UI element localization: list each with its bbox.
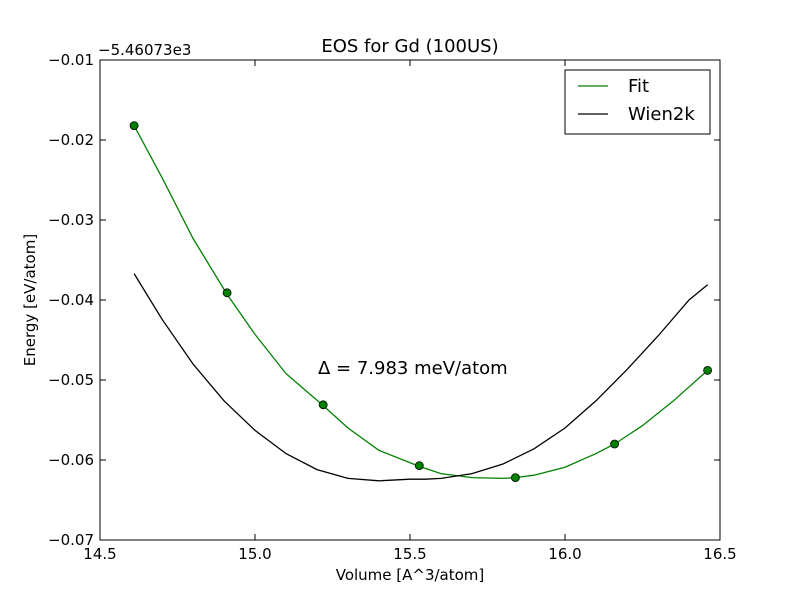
legend: Fit Wien2k — [564, 69, 711, 135]
y-tick-label: −0.01 — [48, 51, 94, 69]
data-point — [703, 365, 712, 375]
y-tick-label: −0.02 — [48, 131, 94, 149]
axis-ticks: 14.5 15.0 15.5 16.0 16.5 −0.07 −0.06 −0.05 −0.04… — [48, 51, 737, 563]
legend-box — [564, 69, 711, 135]
data-point — [610, 439, 619, 449]
y-tick-label: −0.03 — [48, 211, 94, 229]
y-tick-label: −0.04 — [48, 291, 94, 309]
x-tick-label: 14.5 — [83, 545, 116, 563]
y-tick-label: −0.05 — [48, 371, 94, 389]
delta-annotation: Δ = 7.983 meV/atom — [318, 358, 508, 379]
x-tick-label: 15.5 — [393, 545, 426, 563]
series-line-fit — [133, 125, 709, 480]
legend-label-wien2k: Wien2k — [628, 104, 695, 125]
y-axis-label: Energy [eV/atom] — [21, 234, 39, 366]
data-point — [414, 461, 424, 471]
y-offset-label: −5.46073e3 — [98, 41, 191, 59]
x-tick-label: 15.0 — [238, 545, 271, 563]
x-tick-label: 16.5 — [703, 545, 736, 563]
data-point — [511, 473, 520, 483]
x-tick-label: 16.0 — [548, 545, 581, 563]
data-point — [318, 400, 328, 410]
series-line-wien2k — [133, 273, 709, 482]
data-point — [222, 288, 232, 298]
plot-area — [129, 121, 712, 483]
x-axis-label: Volume [A^3/atom] — [336, 566, 485, 584]
chart-title: EOS for Gd (100US) — [321, 36, 498, 57]
y-tick-label: −0.07 — [48, 531, 94, 549]
legend-label-fit: Fit — [628, 76, 649, 97]
data-point — [129, 121, 139, 130]
y-tick-label: −0.06 — [48, 451, 94, 469]
